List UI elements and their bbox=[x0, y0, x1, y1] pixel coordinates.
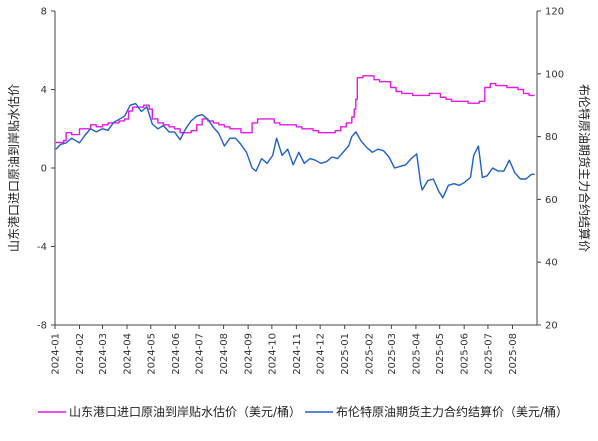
x-axis-ticks: 2024-01 2024-02 2024-03 2024-04 2024-05 2024-… bbox=[51, 325, 519, 375]
series-line-discount bbox=[55, 75, 535, 144]
series-layer bbox=[55, 75, 535, 199]
x-tick-label: 2024-09 bbox=[244, 333, 255, 375]
legend: 山东港口进口原油到岸贴水估价（美元/桶） 布伦特原油期货主力合约结算价（美元/桶… bbox=[38, 404, 568, 419]
left-axis-title: 山东港口进口原油到岸贴水估价 bbox=[7, 84, 21, 252]
x-tick-label: 2024-01 bbox=[51, 333, 62, 375]
legend-label-discount: 山东港口进口原油到岸贴水估价（美元/桶） bbox=[69, 404, 301, 419]
right-tick-label: 20 bbox=[545, 321, 558, 332]
right-tick-label: 60 bbox=[545, 195, 558, 206]
x-tick-label: 2024-02 bbox=[75, 333, 86, 375]
x-tick-label: 2024-08 bbox=[219, 333, 230, 375]
x-tick-label: 2025-04 bbox=[411, 333, 422, 375]
x-tick-label: 2025-01 bbox=[340, 333, 351, 375]
right-tick-label: 100 bbox=[545, 69, 564, 80]
series-line-brent bbox=[55, 102, 535, 199]
x-tick-label: 2024-07 bbox=[195, 333, 206, 375]
left-tick-label: -4 bbox=[37, 242, 47, 253]
right-tick-label: 40 bbox=[545, 258, 558, 269]
right-axis-title: 布伦特原油期货主力合约结算价 bbox=[577, 84, 592, 252]
x-tick-label: 2025-07 bbox=[483, 333, 494, 375]
left-axis-ticks: 8 4 0 -4 -8 bbox=[37, 7, 55, 332]
x-tick-label: 2025-02 bbox=[365, 333, 376, 375]
left-tick-label: 4 bbox=[41, 85, 47, 96]
x-tick-label: 2024-11 bbox=[292, 333, 303, 375]
x-tick-label: 2024-12 bbox=[316, 333, 327, 375]
left-tick-label: 0 bbox=[41, 164, 47, 175]
x-tick-label: 2025-08 bbox=[508, 333, 519, 375]
x-tick-label: 2025-05 bbox=[435, 333, 446, 375]
x-tick-label: 2024-03 bbox=[98, 333, 109, 375]
x-tick-label: 2025-03 bbox=[387, 333, 398, 375]
x-tick-label: 2024-10 bbox=[267, 333, 278, 375]
x-tick-label: 2024-05 bbox=[146, 333, 157, 375]
right-axis-ticks: 120 100 80 60 40 20 bbox=[537, 7, 564, 332]
right-tick-label: 120 bbox=[545, 7, 564, 18]
right-tick-label: 80 bbox=[545, 132, 558, 143]
left-tick-label: -8 bbox=[37, 321, 47, 332]
x-tick-label: 2024-06 bbox=[171, 333, 182, 375]
legend-entry-discount: 山东港口进口原油到岸贴水估价（美元/桶） bbox=[38, 404, 301, 419]
x-tick-label: 2025-06 bbox=[460, 333, 471, 375]
x-tick-label: 2024-04 bbox=[123, 333, 134, 375]
legend-label-brent: 布伦特原油期货主力合约结算价（美元/桶） bbox=[336, 404, 568, 419]
left-tick-label: 8 bbox=[41, 7, 47, 18]
legend-entry-brent: 布伦特原油期货主力合约结算价（美元/桶） bbox=[305, 404, 568, 419]
